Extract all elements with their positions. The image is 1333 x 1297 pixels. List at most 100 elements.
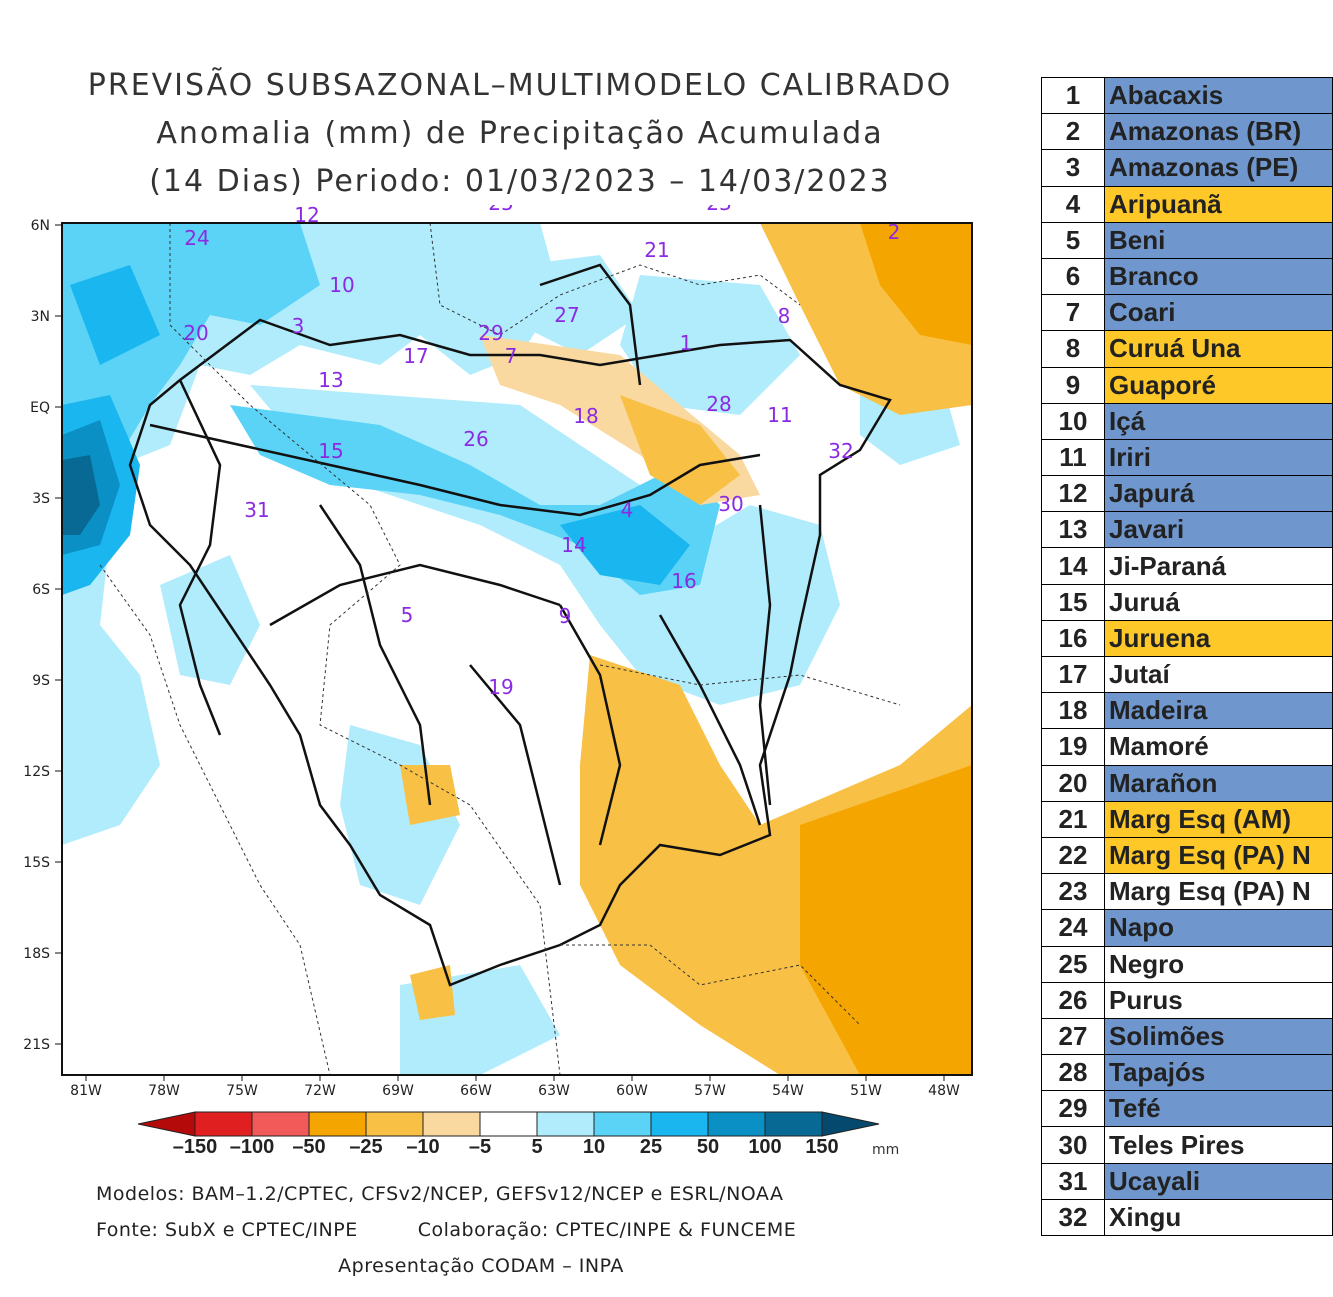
legend-number: 3 [1040,149,1106,187]
map-frame [61,222,973,1076]
legend-number: 20 [1040,764,1106,802]
lon-label: 75W [226,1083,258,1099]
legend-row: 24 Napo [1040,909,1333,947]
legend-basin-name: Ji-Paraná [1104,547,1333,585]
colorbar-label: –5 [468,1136,492,1158]
legend-basin-name: Içá [1104,402,1333,440]
legend-basin-name: Marg Esq (AM) [1104,800,1333,838]
colorbar [137,1111,880,1137]
wet-area-west [62,625,160,845]
amazon-basin-outline [128,318,892,987]
anomaly-map: 6N 3N EQ 3S 6S 9S 12S 15S 18S 21S 81W 78W 75W 72W 69W… [23,205,973,1099]
lat-label: 21S [23,1037,50,1053]
legend-row: 17 Jutaí [1040,655,1333,694]
legend-basin-name: Marañon [1104,764,1333,802]
basin-label-11: 11 [767,403,792,427]
wet-area-ecuador-max [62,455,100,535]
legend-number: 26 [1040,981,1106,1019]
legend-basin-name: Juruena [1104,619,1333,658]
colorbar-label: 150 [805,1136,839,1158]
basin-label-5: 5 [401,603,414,627]
legend-row: 29 Tefé [1040,1090,1333,1128]
legend-number: 22 [1040,836,1106,875]
maranon-boundary [178,379,222,736]
basin-label-4: 4 [621,498,634,522]
title-line-1: PREVISÃO SUBSAZONAL–MULTIMODELO CALIBRAD… [87,68,953,103]
basin-label-7: 7 [505,344,518,368]
legend-row: 26 Purus [1040,981,1333,1019]
legend-basin-name: Beni [1104,221,1333,259]
lon-label: 72W [304,1083,336,1099]
border-west [169,223,561,1076]
legend-row: 20 Marañon [1040,764,1333,802]
footer-collab: Colaboração: CPTEC/INPE & FUNCEME [417,1219,797,1241]
wet-area-intense-1 [70,265,160,365]
colorbar-label: –150 [172,1136,218,1158]
country-borders [99,222,901,1076]
legend-basin-name: Purus [1104,981,1333,1019]
legend-row: 12 Japurá [1040,475,1333,513]
legend-basin-name: Mamoré [1104,728,1333,766]
legend-row: 19 Mamoré [1040,728,1333,766]
colorbar-unit: mm [872,1142,900,1158]
legend-row: 15 Juruá [1040,583,1333,621]
basin-label-1: 1 [680,331,693,355]
colorbar-label: 5 [531,1136,543,1158]
colorbar-label: –25 [349,1136,383,1158]
basin-label-2: 2 [888,220,901,244]
legend-row: 23 Marg Esq (PA) N [1040,873,1333,911]
legend-basin-name: Curuá Una [1104,330,1333,368]
solimoes-amazonas-channel [149,423,761,517]
lon-label: 63W [538,1083,570,1099]
legend-basin-name: Iriri [1104,438,1333,477]
legend-number: 13 [1040,511,1106,549]
legend-number: 24 [1040,909,1106,947]
colorbar-label: –10 [406,1136,440,1158]
legend-row: 22 Marg Esq (PA) N [1040,836,1333,875]
basin-label-29: 29 [478,321,503,345]
colorbar-label: 10 [582,1136,606,1158]
legend-basin-name: Javari [1104,511,1333,549]
basin-label-24: 24 [184,226,209,250]
legend-number: 4 [1040,185,1106,223]
wet-area-peru [160,555,260,685]
basin-label-3: 3 [292,314,305,338]
lat-label: EQ [30,400,50,416]
legend-row: 3 Amazonas (PE) [1040,149,1333,187]
basin-label-13: 13 [318,368,343,392]
legend-number: 11 [1040,438,1106,477]
legend-row: 8 Curuá Una [1040,330,1333,368]
legend-row: 10 Içá [1040,402,1333,440]
legend-row: 32 Xingu [1040,1198,1333,1237]
legend-number: 31 [1040,1162,1106,1200]
basin-label-19: 19 [488,675,513,699]
dry-area-south [410,965,455,1020]
basin-label-12: 12 [294,205,319,227]
border-state-2 [560,944,861,1026]
footer-source-row: Fonte: SubX e CPTEC/INPE Colaboração: CPT… [96,1212,936,1248]
legend-basin-name: Coari [1104,294,1333,332]
basin-label-18: 18 [573,404,598,428]
legend-row: 28 Tapajós [1040,1054,1333,1092]
basin-label-28: 28 [706,392,731,416]
legend-number: 12 [1040,475,1106,513]
legend-number: 27 [1040,1017,1106,1056]
dry-area-southeast-strong [800,765,972,1075]
guapore-boundary [469,664,562,886]
legend-basin-name: Madeira [1104,692,1333,730]
legend-basin-name: Japurá [1104,475,1333,513]
footer-presentation: Apresentação CODAM – INPA [338,1255,624,1277]
lon-label: 78W [148,1083,180,1099]
basin-label-14: 14 [561,533,586,557]
legend-number: 9 [1040,366,1106,404]
tapajos-boundary [658,614,762,826]
legend-number: 5 [1040,221,1106,259]
xingu-boundary [758,504,772,806]
legend-basin-name: Guaporé [1104,366,1333,404]
jurua-boundary [318,504,432,806]
basin-number-labels: 1234567891011121314151617181920212223242… [183,205,900,699]
legend-basin-name: Juruá [1104,583,1333,621]
legend-row: 6 Branco [1040,257,1333,296]
legend-number: 1 [1040,76,1106,115]
legend-number: 23 [1040,873,1106,911]
